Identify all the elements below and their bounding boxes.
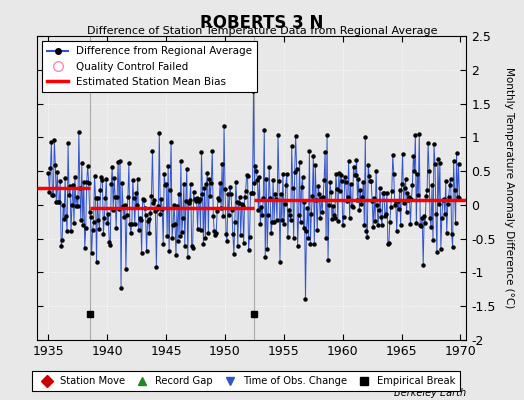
- Text: ROBERTS 3 N: ROBERTS 3 N: [200, 14, 324, 32]
- Text: Difference of Station Temperature Data from Regional Average: Difference of Station Temperature Data f…: [87, 26, 437, 36]
- Legend: Difference from Regional Average, Quality Control Failed, Estimated Station Mean: Difference from Regional Average, Qualit…: [42, 41, 257, 92]
- Text: Berkeley Earth: Berkeley Earth: [394, 388, 466, 398]
- Legend: Station Move, Record Gap, Time of Obs. Change, Empirical Break: Station Move, Record Gap, Time of Obs. C…: [32, 371, 461, 391]
- Y-axis label: Monthly Temperature Anomaly Difference (°C): Monthly Temperature Anomaly Difference (…: [504, 67, 514, 309]
